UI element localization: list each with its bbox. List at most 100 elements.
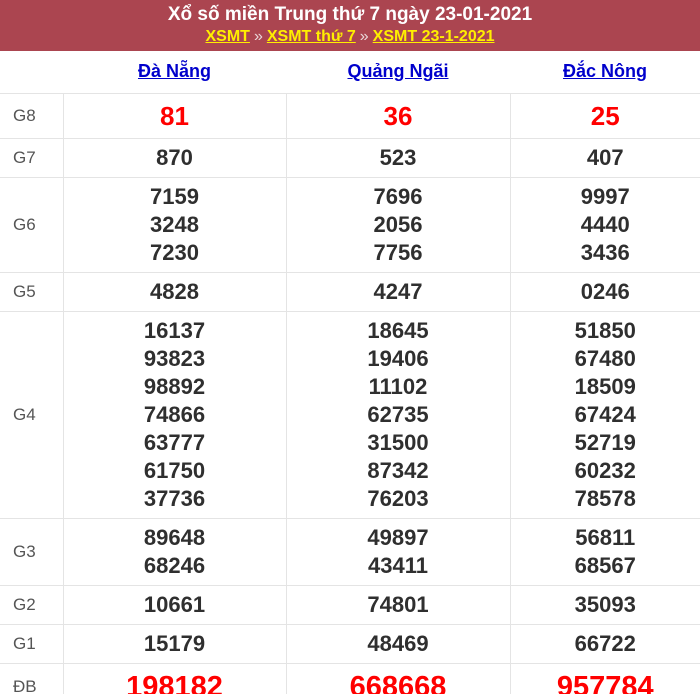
page-header: Xổ số miền Trung thứ 7 ngày 23-01-2021 X… — [0, 0, 700, 51]
breadcrumb-separator: » — [253, 28, 263, 45]
result-number: 18509 — [574, 374, 636, 399]
result-number: 10661 — [143, 592, 206, 617]
result-cell: 36 — [285, 93, 510, 139]
result-cell: 66722 — [509, 624, 700, 664]
result-number: 68567 — [574, 553, 636, 578]
result-number: 43411 — [368, 553, 428, 578]
result-number: 7696 — [373, 184, 423, 209]
result-number: 523 — [379, 145, 417, 170]
result-cell: 0246 — [509, 272, 700, 312]
result-number: 51850 — [574, 318, 636, 343]
result-cell: 56811 68567 — [509, 518, 700, 586]
prize-row-ĐB: ĐB 198182 668668 957784 — [0, 663, 700, 694]
result-number: 60232 — [574, 458, 636, 483]
result-cell: 18645 19406 11102 62735 31500 87342 76203 — [285, 311, 510, 519]
prize-row-G2: G2 10661 74801 35093 — [0, 585, 700, 625]
result-number: 35093 — [574, 592, 636, 617]
prize-row-G5: G5 4828 4247 0246 — [0, 272, 700, 312]
result-number: 66722 — [574, 631, 636, 656]
result-cell: 9997 4440 3436 — [509, 177, 700, 273]
result-number: 198182 — [126, 671, 223, 694]
result-number: 4828 — [150, 279, 199, 304]
result-number: 668668 — [349, 671, 447, 694]
result-number: 19406 — [367, 346, 429, 371]
prize-label: G4 — [13, 405, 36, 424]
result-cell: 407 — [509, 138, 700, 178]
result-cell: 198182 — [62, 663, 286, 694]
result-number: 74801 — [367, 592, 429, 617]
result-number: 31500 — [367, 430, 429, 455]
result-number: 870 — [156, 145, 193, 170]
result-cell: 668668 — [285, 663, 510, 694]
result-number: 74866 — [143, 402, 206, 427]
result-number: 62735 — [367, 402, 429, 427]
result-number: 61750 — [143, 458, 206, 483]
province-header-row: Đà Nẵng Quảng Ngãi Đắc Nông — [0, 51, 700, 94]
results-table: Đà Nẵng Quảng Ngãi Đắc Nông G8 81 36 25 G7 87… — [0, 51, 700, 694]
result-cell: 7696 2056 7756 — [285, 177, 510, 273]
result-number: 76203 — [367, 486, 429, 511]
result-cell: 16137 93823 98892 74866 63777 61750 37736 — [62, 311, 286, 519]
result-cell: 48469 — [285, 624, 510, 664]
prize-label: G3 — [13, 542, 36, 561]
result-number: 7756 — [373, 240, 423, 265]
result-number: 56811 — [575, 525, 636, 550]
result-number: 78578 — [574, 486, 636, 511]
prize-label: G6 — [13, 215, 36, 234]
result-number: 4247 — [373, 279, 423, 304]
result-cell: 51850 67480 18509 67424 52719 60232 78578 — [509, 311, 700, 519]
prize-row-G4: G4 16137 93823 98892 74866 63777 61750 37736 186… — [0, 311, 700, 519]
result-cell: 7159 3248 7230 — [62, 177, 286, 273]
result-number: 16137 — [143, 318, 206, 343]
result-cell: 74801 — [285, 585, 510, 625]
result-cell: 81 — [62, 93, 286, 139]
breadcrumb-link-xsmt[interactable]: XSMT — [205, 28, 250, 45]
prize-column-header — [0, 51, 63, 94]
result-number: 67480 — [574, 346, 636, 371]
result-number: 68246 — [143, 553, 206, 578]
result-number: 67424 — [574, 402, 636, 427]
result-number: 3248 — [150, 212, 199, 237]
result-number: 7159 — [150, 184, 199, 209]
result-number: 37736 — [143, 486, 206, 511]
prize-row-G7: G7 870 523 407 — [0, 138, 700, 178]
result-number: 11102 — [368, 374, 428, 399]
breadcrumb-link-xsmt-date[interactable]: XSMT 23-1-2021 — [372, 28, 495, 45]
breadcrumb-link-xsmt-thu-7[interactable]: XSMT thứ 7 — [266, 28, 356, 45]
prize-label: G7 — [13, 148, 36, 167]
result-cell: 25 — [509, 93, 700, 139]
result-number: 18645 — [367, 318, 429, 343]
result-cell: 4247 — [285, 272, 510, 312]
result-number: 98892 — [143, 374, 206, 399]
page-title: Xổ số miền Trung thứ 7 ngày 23-01-2021 — [167, 4, 533, 25]
result-cell: 523 — [285, 138, 510, 178]
result-number: 2056 — [373, 212, 423, 237]
prize-label: G1 — [13, 634, 36, 653]
prize-row-G6: G6 7159 3248 7230 7696 2056 7756 9997 4440 3436 — [0, 177, 700, 273]
result-cell: 957784 — [509, 663, 700, 694]
result-number: 49897 — [367, 525, 429, 550]
province-link-dac-nong[interactable]: Đắc Nông — [562, 61, 647, 81]
result-cell: 10661 — [62, 585, 286, 625]
result-cell: 89648 68246 — [62, 518, 286, 586]
breadcrumb-separator: » — [359, 28, 369, 45]
result-cell: 15179 — [62, 624, 286, 664]
result-number: 93823 — [143, 346, 206, 371]
prize-label: G2 — [13, 595, 36, 614]
prize-label: G5 — [13, 282, 36, 301]
province-link-quang-ngai[interactable]: Quảng Ngãi — [347, 61, 449, 81]
result-number: 0246 — [580, 279, 630, 304]
result-number: 4440 — [580, 212, 630, 237]
province-link-da-nang[interactable]: Đà Nẵng — [137, 61, 211, 81]
result-number: 52719 — [574, 430, 636, 455]
results-table-body: G8 81 36 25 G7 870 523 407 G6 7159 3248 7230 7696 205… — [0, 93, 700, 694]
result-cell: 4828 — [62, 272, 286, 312]
result-number: 3436 — [580, 240, 630, 265]
result-number: 957784 — [556, 671, 654, 694]
result-number: 15179 — [143, 631, 206, 656]
result-cell: 35093 — [509, 585, 700, 625]
prize-row-G8: G8 81 36 25 — [0, 93, 700, 139]
result-number: 87342 — [367, 458, 429, 483]
result-number: 407 — [586, 145, 624, 170]
